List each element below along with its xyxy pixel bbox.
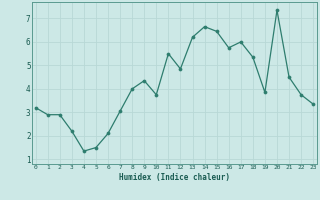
X-axis label: Humidex (Indice chaleur): Humidex (Indice chaleur) [119,173,230,182]
